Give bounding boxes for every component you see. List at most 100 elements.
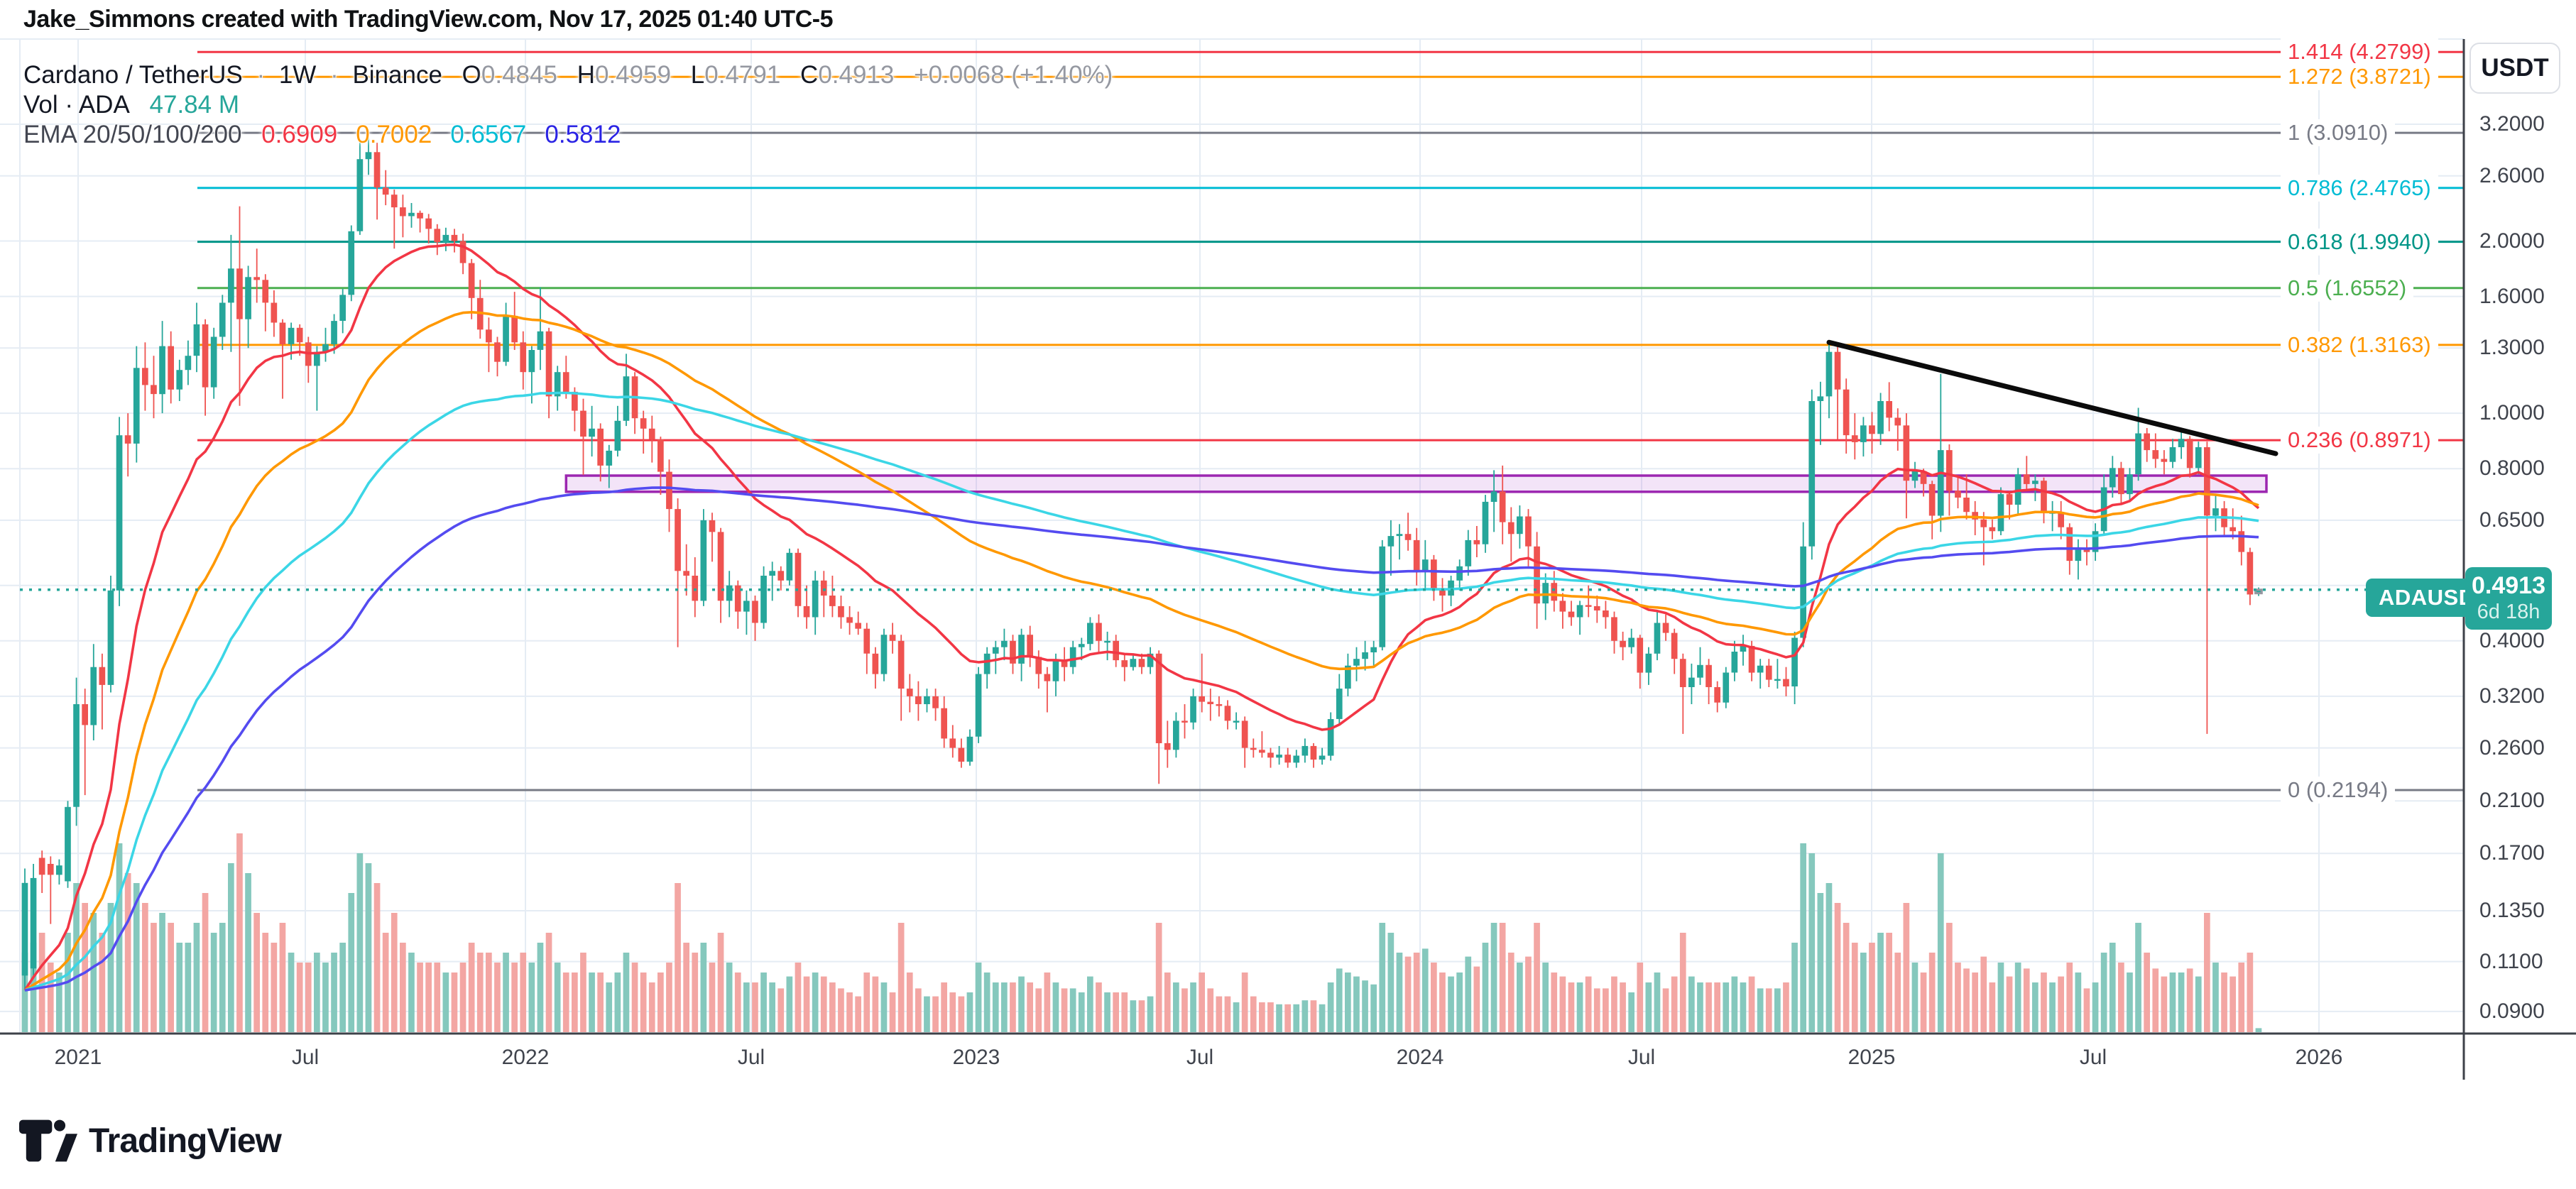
candle [1336,689,1343,719]
volume-bar [1439,972,1446,1032]
candle [657,439,664,472]
volume-bar [1559,976,1566,1032]
volume-bar [572,972,578,1032]
ema-20-line[interactable] [23,243,2260,992]
volume-bar [606,982,613,1032]
candle [142,368,148,385]
volume-bar [1791,943,1798,1032]
candle [90,667,97,725]
volume-bar [391,913,398,1032]
interval-label[interactable]: 1W [278,61,317,89]
candle [700,520,707,601]
volume-bar [1783,982,1789,1032]
candle [958,747,965,762]
candle [1233,720,1240,723]
candle [1069,647,1076,667]
candle [1679,659,1686,687]
volume-bar [1740,982,1747,1032]
legend-separator: · [330,61,339,89]
volume-bar [623,953,630,1032]
exchange-label[interactable]: Binance [352,61,442,89]
volume-bar [2152,968,2159,1032]
descending-trendline[interactable] [1826,339,2278,456]
volume-bar [1087,976,1093,1032]
candle [1817,396,1824,401]
candle [2204,447,2210,516]
candle [202,324,209,388]
candle [1534,546,1540,604]
candle [1955,491,1961,498]
candle [1439,590,1446,596]
candle [1688,677,1695,687]
volume-bar [56,972,62,1032]
volume-bar [1181,988,1188,1032]
volume-bar [1688,976,1695,1032]
volume-bar [202,893,209,1032]
candle [1714,687,1720,703]
candle [1404,534,1412,540]
volume-bar [288,953,295,1032]
price-tick-label: 1.0000 [2479,401,2545,425]
attribution-header: Jake_Simmons created with TradingView.co… [23,6,833,33]
volume-bar [1851,943,1858,1032]
candle [99,667,106,685]
candle [151,385,157,395]
candle [1774,679,1781,681]
candle [30,877,37,969]
volume-bar [2041,972,2047,1032]
volume-bar [1113,992,1119,1032]
volume-bar [2169,972,2176,1032]
bar-countdown: 6d 18h [2477,601,2540,623]
fib-level-label: 0.5 (1.6552) [2281,274,2414,302]
fib-extension-lines[interactable] [197,50,2464,791]
fib-level-label: 0.382 (1.3163) [2281,331,2438,358]
symbol-name[interactable]: Cardano / TetherUS [23,61,243,89]
candle [322,344,329,352]
time-axis[interactable]: 2021 Jul 2022 Jul 2023 Jul 2024 Jul 2025 Jul 2026 [0,1034,2576,1080]
volume-bar [2221,972,2227,1032]
price-axis[interactable]: 3.2000 2.6000 2.0000 1.6000 1.3000 1.0000 0.80… [2464,39,2576,1033]
volume-bar [554,963,561,1032]
volume-bar [1147,996,1154,1032]
volume-bar [983,972,990,1032]
candle [648,428,655,439]
volume-bar [38,933,45,1032]
volume-label[interactable]: Vol · ADA [23,91,130,119]
support-zone-box[interactable] [564,474,2268,493]
volume-bar [2195,976,2202,1032]
volume-bar [1534,923,1540,1032]
ema-100-line[interactable] [24,391,2259,992]
volume-bar [1190,982,1196,1032]
ema-label[interactable]: EMA 20/50/100/200 [23,121,242,148]
volume-bar [597,972,604,1032]
volume-bar [365,863,372,1032]
candle [803,606,810,618]
volume-bar [1404,956,1412,1032]
candle [2152,450,2159,459]
low-value: 0.4791 [704,61,781,89]
volume-bar [21,953,28,1032]
candle [1301,745,1309,756]
volume-bar [151,923,157,1032]
volume-bar [906,972,913,1032]
candle [365,152,372,160]
candle [228,268,234,303]
volume-bar [185,943,192,1032]
currency-toggle-button[interactable]: USDT [2469,43,2560,94]
candle [580,410,586,437]
time-tick-label: Jul [2079,1046,2107,1069]
ema-200-line[interactable] [24,486,2259,992]
volume-bar [1027,982,1033,1032]
tradingview-brand[interactable]: TradingView [19,1119,282,1163]
candle [1241,720,1248,748]
volume-bar [2049,982,2056,1032]
candle [863,628,871,654]
ema-legend-row: EMA 20/50/100/200 0.6909 0.7002 0.6567 0.58… [23,121,639,149]
candle [1413,539,1420,571]
ema-50-line[interactable] [24,310,2259,992]
candle [1327,719,1334,756]
candle [1559,601,1566,612]
volume-bar [1473,966,1480,1032]
candle [417,212,423,219]
